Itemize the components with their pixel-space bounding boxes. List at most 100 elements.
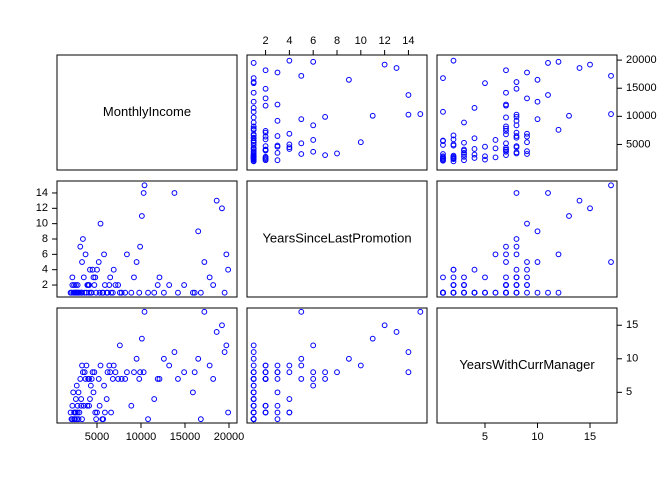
point	[524, 69, 530, 76]
point	[369, 112, 376, 119]
point	[440, 153, 446, 160]
point	[298, 362, 305, 369]
point	[250, 132, 257, 139]
point	[461, 149, 467, 156]
y-tick-label: 15	[626, 319, 638, 331]
point	[524, 266, 530, 273]
point	[75, 289, 82, 296]
point	[79, 259, 85, 265]
point	[75, 389, 82, 396]
point	[503, 274, 509, 281]
point	[94, 409, 100, 416]
point	[576, 197, 583, 204]
point	[503, 67, 509, 74]
point	[450, 152, 457, 159]
point	[223, 251, 230, 258]
point	[90, 274, 97, 281]
variable-label: YearsWithCurrManager	[459, 357, 595, 372]
point	[74, 282, 81, 288]
point	[197, 289, 204, 296]
point	[91, 282, 98, 288]
point	[608, 259, 614, 265]
point	[190, 289, 196, 296]
point	[534, 116, 541, 123]
point	[72, 282, 79, 288]
point	[440, 274, 446, 281]
point	[133, 355, 140, 362]
x-tick-label: 8	[334, 35, 340, 47]
point	[369, 335, 376, 342]
point	[450, 132, 457, 139]
point	[513, 79, 520, 85]
point	[145, 416, 151, 423]
point	[87, 382, 94, 389]
point	[471, 289, 478, 296]
point	[513, 129, 520, 136]
point	[250, 369, 257, 376]
point	[108, 289, 114, 296]
point	[286, 396, 293, 402]
point	[92, 274, 99, 281]
point	[107, 274, 114, 281]
point	[250, 362, 257, 369]
point	[440, 108, 446, 115]
point	[482, 289, 488, 296]
point	[262, 362, 269, 369]
point	[545, 190, 551, 196]
point	[450, 282, 457, 288]
point	[482, 156, 488, 163]
point	[322, 113, 328, 120]
point	[524, 148, 530, 155]
point	[357, 139, 364, 146]
point	[87, 266, 93, 273]
point	[201, 259, 208, 265]
point	[513, 274, 520, 281]
point	[310, 382, 317, 389]
point	[69, 274, 76, 281]
point	[104, 369, 111, 376]
point	[262, 376, 269, 382]
point	[262, 95, 269, 102]
point	[206, 274, 213, 281]
y-tick-label: 5000	[626, 138, 650, 150]
point	[417, 308, 424, 315]
x-tick-label: 5000	[85, 431, 109, 443]
point	[82, 251, 89, 258]
point	[524, 130, 530, 137]
point	[286, 141, 293, 148]
point	[213, 329, 220, 335]
point	[77, 376, 84, 382]
point	[195, 228, 202, 235]
point	[81, 369, 88, 376]
point	[250, 389, 257, 396]
point	[545, 60, 551, 66]
point	[492, 154, 499, 161]
point	[513, 113, 520, 120]
point	[492, 137, 499, 143]
point	[274, 133, 281, 139]
point	[513, 149, 520, 156]
point	[503, 125, 509, 132]
point	[250, 402, 257, 409]
y-tick-label: 20000	[626, 54, 657, 66]
point	[250, 349, 257, 355]
point	[175, 376, 181, 382]
point	[274, 101, 281, 108]
panel-frame	[56, 54, 238, 171]
point	[566, 213, 572, 219]
point	[513, 236, 520, 242]
point	[128, 289, 135, 296]
point	[136, 376, 143, 382]
point	[115, 282, 122, 288]
point	[80, 236, 86, 242]
point	[250, 114, 257, 121]
point	[74, 409, 81, 416]
point	[471, 105, 478, 111]
point	[175, 289, 181, 296]
point	[109, 376, 116, 382]
point	[262, 136, 269, 143]
point	[116, 342, 123, 349]
point	[393, 329, 400, 335]
point	[73, 382, 80, 389]
